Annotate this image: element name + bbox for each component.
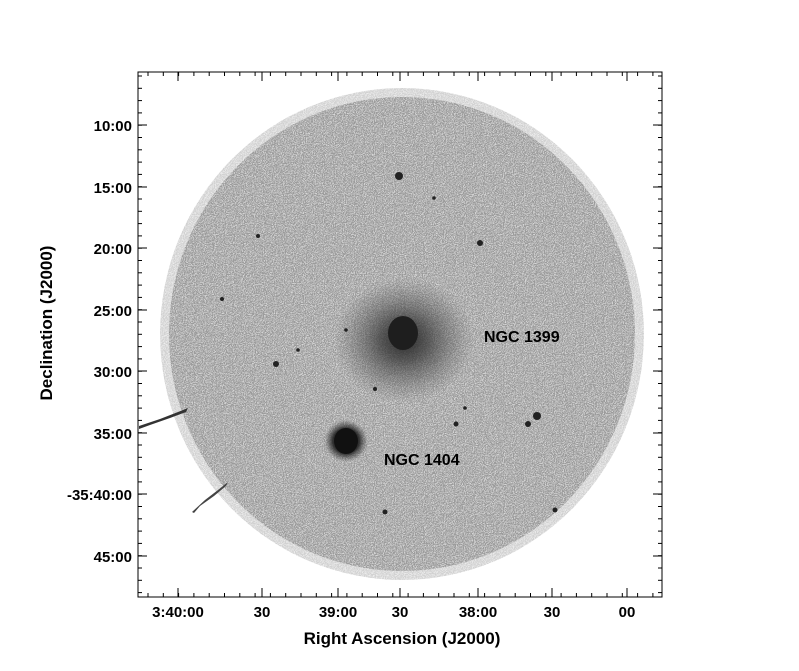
annotation-ngc1399: NGC 1399 xyxy=(484,329,560,346)
y-axis-title: Declination (J2000) xyxy=(37,246,56,401)
x-tick-labels: 3:40:00 30 39:00 30 38:00 30 00 xyxy=(152,604,635,621)
y-tick-label: 15:00 xyxy=(94,180,132,197)
y-tick-label: -35:40:00 xyxy=(67,487,132,504)
y-tick-label: 10:00 xyxy=(94,118,132,135)
lower-left-streak xyxy=(192,482,228,513)
y-tick-label: 30:00 xyxy=(94,364,132,381)
x-tick-label: 30 xyxy=(392,604,409,621)
y-tick-label: 35:00 xyxy=(94,426,132,443)
x-axis-title: Right Ascension (J2000) xyxy=(304,629,501,648)
x-tick-label: 38:00 xyxy=(459,604,497,621)
x-tick-label: 3:40:00 xyxy=(152,604,204,621)
point-sources xyxy=(220,172,558,515)
y-tick-label: 25:00 xyxy=(94,303,132,320)
y-tick-labels: 10:00 15:00 20:00 25:00 30:00 35:00 -35:… xyxy=(67,118,132,566)
x-tick-label: 39:00 xyxy=(319,604,357,621)
left-edge-streak xyxy=(139,408,188,429)
annotation-ngc1404: NGC 1404 xyxy=(384,452,460,469)
y-tick-label: 20:00 xyxy=(94,241,132,258)
ngc1404-core xyxy=(334,428,358,454)
x-tick-label: 00 xyxy=(619,604,636,621)
x-tick-marks xyxy=(147,72,654,597)
y-tick-label: 45:00 xyxy=(94,549,132,566)
x-tick-label: 30 xyxy=(544,604,561,621)
plot-area xyxy=(137,71,663,598)
y-tick-marks xyxy=(138,75,662,594)
x-tick-label: 30 xyxy=(254,604,271,621)
ngc1399-core xyxy=(388,316,418,350)
